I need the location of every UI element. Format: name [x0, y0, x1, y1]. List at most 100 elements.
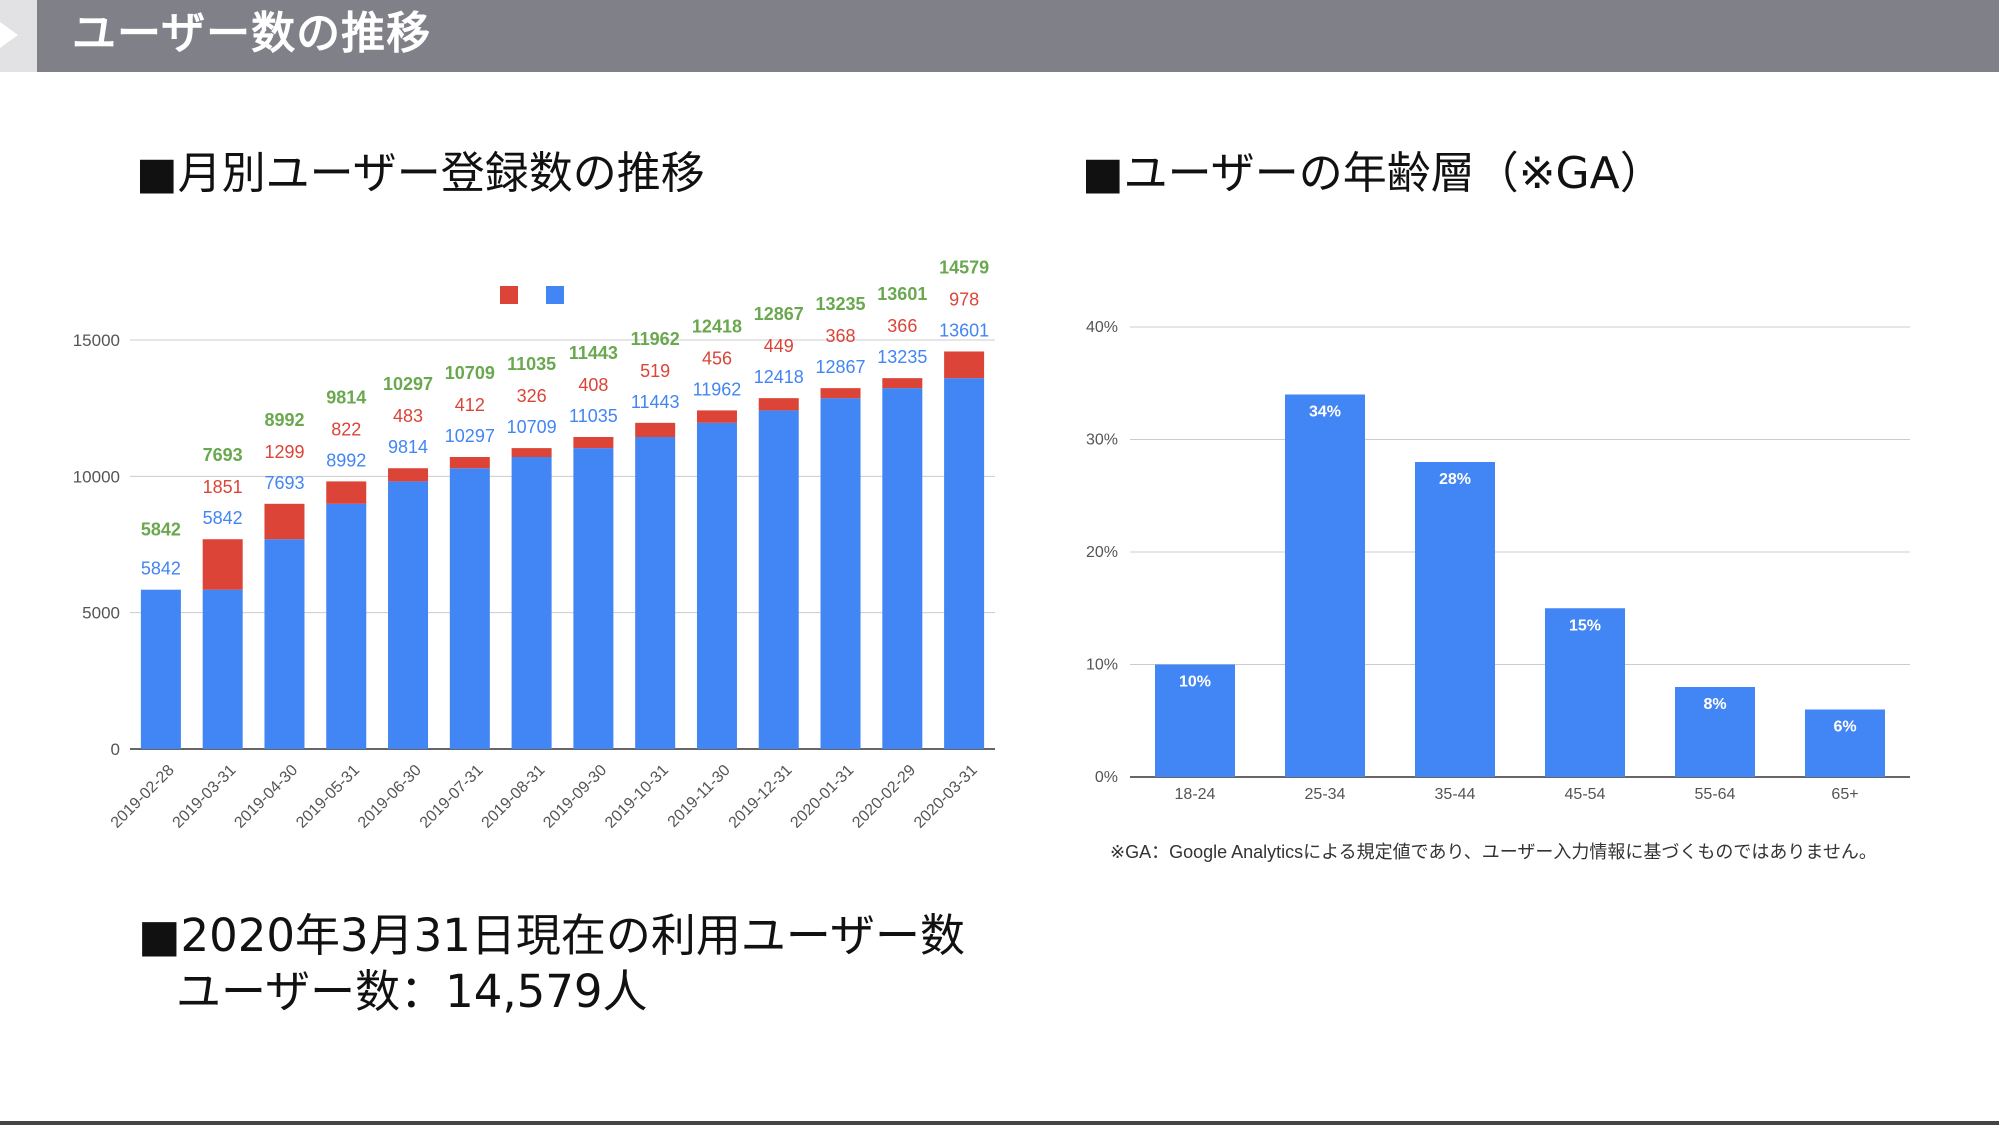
bar-increment	[944, 351, 985, 379]
label-base: 10297	[445, 426, 495, 446]
label-total: 13601	[877, 284, 927, 304]
left-chart-title: ■月別ユーザー登録数の推移	[136, 148, 705, 199]
bar-increment	[202, 539, 243, 590]
x-tick-label: 65+	[1831, 786, 1858, 803]
ga-footnote: ※GA：Google Analyticsによる規定値であり、ユーザー入力情報に基…	[1110, 842, 1877, 862]
bar-increment	[696, 410, 737, 423]
age-bar	[1415, 462, 1495, 777]
label-total: 9814	[326, 387, 366, 407]
label-base: 8992	[326, 450, 366, 470]
bar-base	[758, 410, 799, 749]
label-base: 5842	[203, 508, 243, 528]
x-tick-label: 2020-03-31	[911, 762, 981, 832]
monthly-users-chart: 0 5000 10000 15000 5842 5842 2019-02-28 5842 185…	[73, 257, 995, 832]
legend-swatch-red	[500, 286, 518, 304]
x-tick-label: 2020-02-29	[849, 762, 919, 832]
label-total: 10297	[383, 374, 433, 394]
bar-base	[388, 481, 429, 749]
label-total: 13235	[816, 294, 866, 314]
bar-increment	[449, 457, 490, 469]
label-increment: 978	[949, 289, 979, 309]
x-tick-label: 2019-02-28	[108, 762, 178, 832]
bar-base	[944, 378, 985, 749]
label-increment: 1299	[264, 442, 304, 462]
bar-increment	[326, 481, 367, 504]
bar-base	[882, 388, 923, 749]
page-title: ユーザー数の推移	[72, 8, 432, 59]
bar-base	[696, 422, 737, 749]
label-total: 12867	[754, 304, 804, 324]
header-bar	[37, 0, 1999, 72]
label-base: 11035	[569, 406, 618, 426]
label-increment: 412	[455, 395, 485, 415]
label-base: 10709	[507, 417, 557, 437]
bar-increment	[573, 436, 614, 449]
age-bar	[1155, 664, 1235, 777]
bar-base	[202, 589, 243, 749]
label-base: 7693	[264, 473, 304, 493]
label-increment: 366	[887, 316, 917, 336]
x-tick-label: 2019-09-30	[540, 762, 610, 832]
label-increment: 519	[640, 361, 670, 381]
y-tick-label: 15000	[73, 331, 120, 350]
label-increment: 408	[578, 375, 608, 395]
age-bar-label: 8%	[1703, 696, 1726, 713]
age-distribution-chart: 0% 10% 20% 30% 40% 10% 18-24 34% 25-34 28% 35-44 15…	[1086, 319, 1910, 803]
label-base: 13601	[939, 320, 989, 340]
age-bar-label: 34%	[1309, 404, 1341, 421]
age-bar-label: 6%	[1833, 719, 1856, 736]
label-total: 12418	[692, 316, 742, 336]
age-bar-label: 10%	[1179, 674, 1211, 691]
bar-base	[326, 503, 367, 749]
label-total: 8992	[264, 410, 304, 430]
label-base: 12867	[816, 357, 866, 377]
label-increment: 326	[517, 386, 547, 406]
x-tick-label: 2019-08-31	[479, 762, 549, 832]
x-tick-label: 2019-10-31	[602, 762, 672, 832]
y-tick-label: 0	[111, 740, 120, 759]
label-total: 7693	[203, 445, 243, 465]
age-bar-label: 28%	[1439, 471, 1471, 488]
x-tick-label: 55-64	[1695, 786, 1736, 803]
x-tick-label: 25-34	[1305, 786, 1346, 803]
summary-block: ■2020年3月31日現在の利用ユーザー数 ユーザー数：14,579人	[138, 908, 965, 1020]
bar-increment	[388, 468, 429, 482]
label-total: 11443	[569, 343, 618, 363]
age-bar	[1285, 394, 1365, 777]
bar-base	[449, 468, 490, 749]
label-total: 10709	[445, 363, 495, 383]
bar-base	[635, 436, 676, 749]
y-tick-label: 10%	[1086, 657, 1118, 674]
x-tick-label: 2019-06-30	[355, 762, 425, 832]
bar-increment	[264, 503, 305, 540]
right-chart-title: ■ユーザーの年齢層（※GA）	[1082, 148, 1664, 199]
label-base: 13235	[877, 347, 927, 367]
x-tick-label: 2019-05-31	[293, 762, 363, 832]
summary-heading: ■2020年3月31日現在の利用ユーザー数	[138, 909, 966, 962]
label-total: 11035	[507, 354, 556, 374]
bar-increment	[635, 422, 676, 437]
y-tick-label: 30%	[1086, 432, 1118, 449]
label-increment: 368	[826, 326, 856, 346]
label-base: 9814	[388, 437, 428, 457]
x-tick-label: 2019-11-30	[665, 762, 734, 831]
y-tick-label: 20%	[1086, 544, 1118, 561]
legend-swatch-blue	[546, 286, 564, 304]
label-increment: 822	[331, 419, 361, 439]
bar-base	[820, 398, 861, 749]
label-total: 5842	[141, 520, 181, 540]
x-tick-label: 2019-03-31	[170, 762, 240, 832]
x-tick-label: 2019-07-31	[417, 762, 487, 832]
y-tick-label: 10000	[73, 467, 120, 486]
x-tick-label: 2019-12-31	[726, 762, 796, 832]
bar-increment	[820, 388, 861, 399]
label-base: 12418	[754, 367, 804, 387]
label-base: 11962	[693, 379, 742, 399]
bar-increment	[882, 378, 923, 389]
x-tick-label: 45-54	[1565, 786, 1606, 803]
x-tick-label: 18-24	[1175, 786, 1216, 803]
y-tick-label: 0%	[1095, 769, 1118, 786]
bar-increment	[511, 448, 552, 458]
label-total: 11962	[631, 329, 680, 349]
age-bar	[1675, 687, 1755, 777]
